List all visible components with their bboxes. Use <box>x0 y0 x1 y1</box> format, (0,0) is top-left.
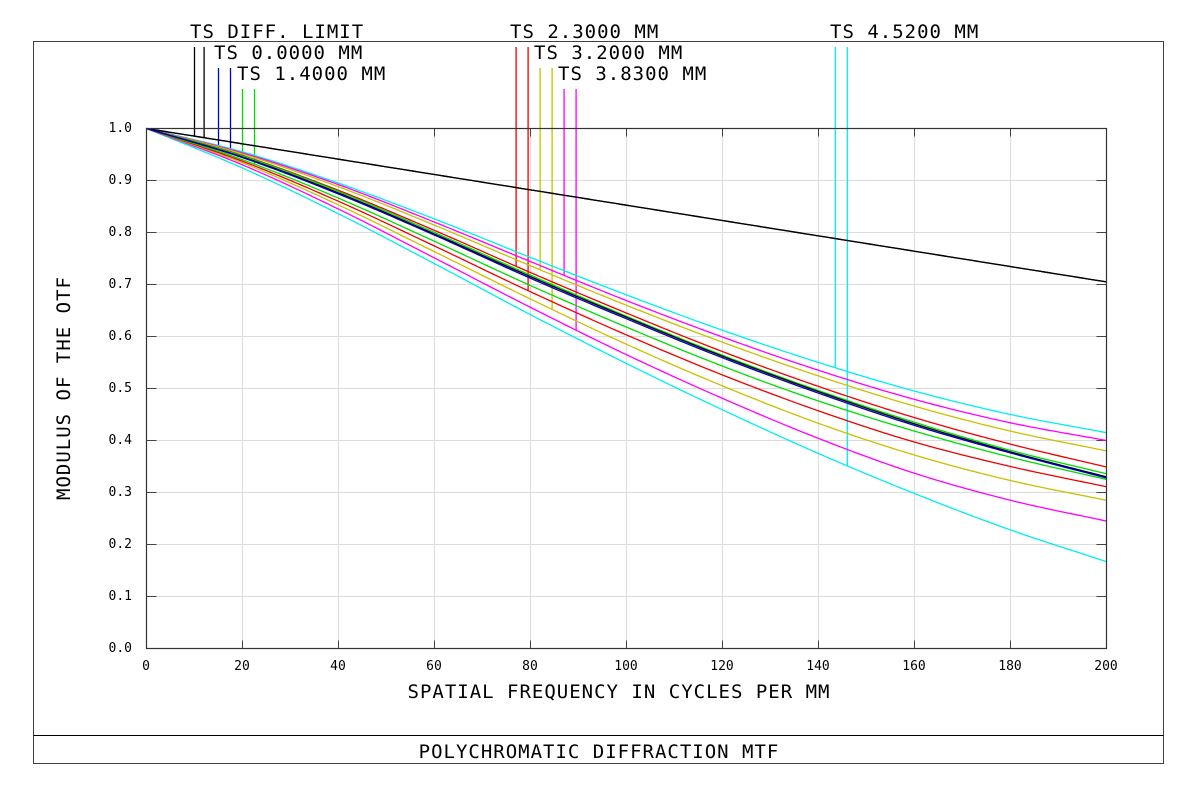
legend-label-diff-limit: TS DIFF. LIMIT <box>190 21 364 43</box>
mtf-curve-3-2000-mm-s <box>146 127 1107 501</box>
y-tick-label: 0.0 <box>109 641 132 656</box>
x-tick-label: 180 <box>998 659 1021 674</box>
x-tick-label: 40 <box>330 659 346 674</box>
plot-area <box>145 127 1108 650</box>
mtf-curve-3-8300-mm-s <box>146 127 1107 522</box>
chart-title: POLYCHROMATIC DIFFRACTION MTF <box>419 741 780 763</box>
y-tick-label: 0.7 <box>109 277 132 292</box>
y-tick-label: 1.0 <box>109 121 132 136</box>
y-tick-label: 0.5 <box>109 381 132 396</box>
mtf-curve-3-2000-mm-t <box>146 127 1107 452</box>
legend-label-4-52mm: TS 4.5200 MM <box>830 21 979 43</box>
mtf-curve-2-3000-mm-t <box>146 127 1107 468</box>
y-tick-label: 0.1 <box>109 589 132 604</box>
legend: TS DIFF. LIMIT TS 0.0000 MM TS 1.4000 MM… <box>190 21 979 85</box>
mtf-curve-3-8300-mm-t <box>146 127 1107 442</box>
x-tick-label: 20 <box>234 659 250 674</box>
x-tick-label: 80 <box>522 659 538 674</box>
x-tick-label: 60 <box>426 659 442 674</box>
mtf-curve-4-5200-mm-s <box>146 127 1107 563</box>
x-tick-labels: 0 20 40 60 80 100 120 140 160 180 200 <box>142 659 1118 674</box>
mtf-curve-4-5200-mm-t <box>146 127 1107 434</box>
legend-label-2-3mm: TS 2.3000 MM <box>510 21 659 43</box>
y-tick-label: 0.2 <box>109 537 132 552</box>
legend-label-3-2mm: TS 3.2000 MM <box>534 42 683 64</box>
x-axis-label: SPATIAL FREQUENCY IN CYCLES PER MM <box>408 681 831 703</box>
y-tick-labels: 0.0 0.1 0.2 0.3 0.4 0.5 0.6 0.7 0.8 0.9 … <box>109 121 133 656</box>
x-tick-label: 120 <box>710 659 733 674</box>
y-tick-label: 0.9 <box>109 173 132 188</box>
x-tick-label: 100 <box>614 659 637 674</box>
grid <box>146 128 1107 649</box>
legend-label-3-83mm: TS 3.8300 MM <box>558 63 707 85</box>
legend-leader-lines <box>193 47 848 466</box>
mtf-curve-0-0000-mm-s <box>146 127 1107 479</box>
y-tick-label: 0.6 <box>109 329 132 344</box>
y-tick-label: 0.4 <box>109 433 133 448</box>
y-tick-label: 0.3 <box>109 485 132 500</box>
legend-label-0mm: TS 0.0000 MM <box>214 42 363 64</box>
x-tick-label: 140 <box>806 659 829 674</box>
legend-label-1-4mm: TS 1.4000 MM <box>237 63 386 85</box>
mtf-curves <box>146 127 1107 563</box>
x-tick-label: 160 <box>902 659 925 674</box>
mtf-curve-2-3000-mm-s <box>146 127 1107 488</box>
y-axis-label: MODULUS OF THE OTF <box>53 276 75 500</box>
mtf-curve-0-0000-mm-t <box>146 127 1107 478</box>
mtf-curve-diff-limit-s <box>146 127 1107 283</box>
mtf-curve-1-4000-mm-s <box>146 127 1107 481</box>
mtf-curve-1-4000-mm-t <box>146 127 1107 475</box>
x-tick-label: 0 <box>142 659 150 674</box>
x-tick-label: 200 <box>1094 659 1117 674</box>
y-tick-label: 0.8 <box>109 225 132 240</box>
outer-frame <box>33 41 1164 764</box>
